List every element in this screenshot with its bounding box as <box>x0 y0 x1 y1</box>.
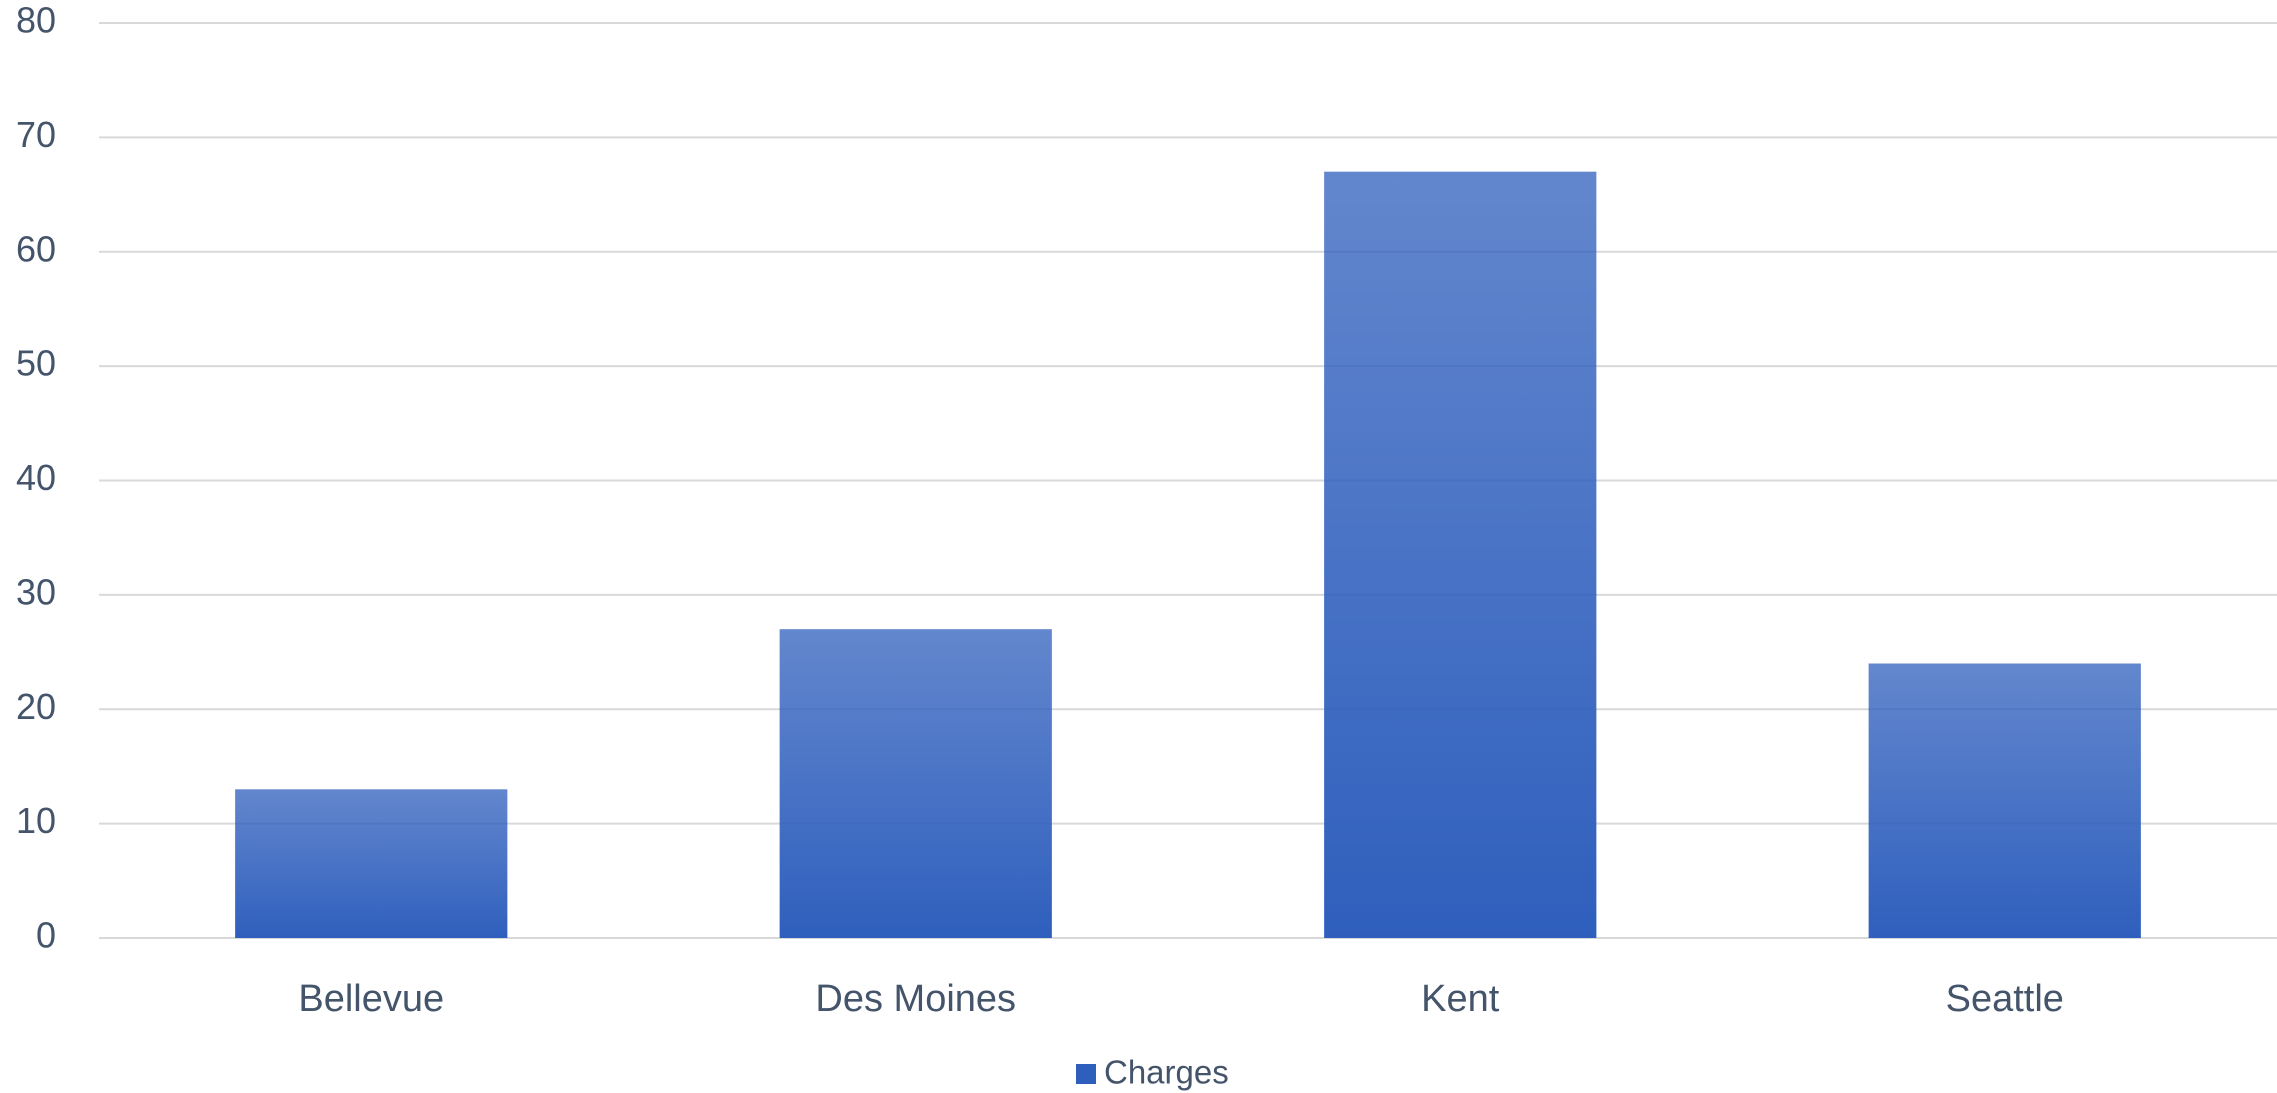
x-tick-label: Seattle <box>1946 978 2064 1020</box>
y-tick-label: 20 <box>16 686 56 727</box>
y-tick-label: 30 <box>16 571 56 612</box>
x-tick-label: Des Moines <box>815 978 1016 1020</box>
y-tick-label: 10 <box>16 800 56 841</box>
y-tick-label: 50 <box>16 343 56 384</box>
bar <box>235 789 508 938</box>
legend-label: Charges <box>1104 1054 1229 1091</box>
legend-swatch <box>1076 1064 1096 1084</box>
y-tick-label: 40 <box>16 457 56 498</box>
bar <box>779 629 1052 938</box>
y-tick-label: 70 <box>16 114 56 155</box>
y-tick-label: 60 <box>16 228 56 269</box>
y-tick-label: 0 <box>36 915 56 956</box>
y-tick-label: 80 <box>16 0 56 41</box>
bar <box>1324 171 1597 938</box>
x-tick-label: Bellevue <box>298 978 444 1020</box>
x-tick-label: Kent <box>1421 978 1500 1020</box>
bar <box>1868 663 2141 938</box>
